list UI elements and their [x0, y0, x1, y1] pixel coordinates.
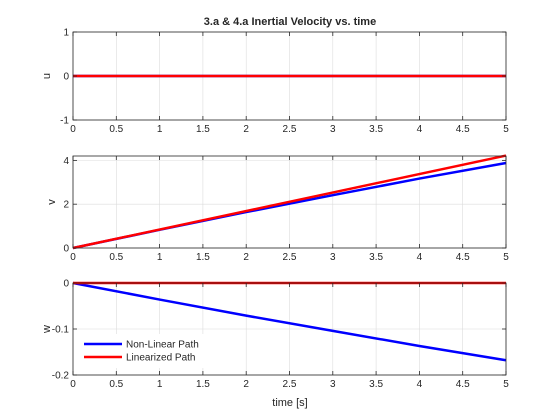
- y-axis-label: v: [46, 199, 58, 205]
- x-tick-label: 4.5: [456, 252, 470, 263]
- y-axis-label: w: [41, 325, 53, 334]
- y-tick-label: 0: [63, 72, 69, 83]
- y-tick-label: 0: [63, 244, 69, 255]
- x-tick-label: 4: [417, 252, 423, 263]
- legend-label: Non-Linear Path: [126, 340, 199, 351]
- x-tick-label: 2: [243, 252, 249, 263]
- x-tick-label: 0: [70, 124, 76, 135]
- x-tick-label: 1.5: [196, 124, 210, 135]
- x-tick-label: 0.5: [109, 379, 123, 390]
- x-axis-label: time [s]: [272, 397, 307, 409]
- x-tick-label: 0.5: [109, 252, 123, 263]
- x-tick-label: 3: [330, 379, 336, 390]
- x-tick-label: 1.5: [196, 379, 210, 390]
- y-tick-label: 0: [63, 279, 69, 290]
- y-tick-label: -0.2: [52, 371, 70, 382]
- x-tick-label: 3.5: [369, 124, 383, 135]
- x-tick-label: 3.5: [369, 379, 383, 390]
- x-tick-label: 0: [70, 379, 76, 390]
- y-tick-label: 2: [63, 200, 69, 211]
- x-tick-label: 5: [503, 252, 509, 263]
- x-tick-label: 2.5: [283, 124, 297, 135]
- y-axis-label: u: [41, 73, 53, 79]
- x-tick-label: 4.5: [456, 379, 470, 390]
- series-linearized-path: [72, 154, 507, 250]
- legend-box: [78, 334, 228, 368]
- x-tick-label: 5: [503, 124, 509, 135]
- x-tick-label: 2: [243, 124, 249, 135]
- y-tick-label: -1: [60, 116, 69, 127]
- x-tick-label: 1: [157, 252, 163, 263]
- figure-title: 3.a & 4.a Inertial Velocity vs. time: [204, 16, 376, 28]
- x-tick-label: 1: [157, 124, 163, 135]
- x-tick-label: 4.5: [456, 124, 470, 135]
- x-tick-label: 0: [70, 252, 76, 263]
- y-tick-label: 4: [63, 156, 69, 167]
- series-non-linear-path: [72, 281, 507, 362]
- legend-label: Linearized Path: [126, 353, 196, 364]
- x-tick-label: 4: [417, 124, 423, 135]
- x-tick-label: 0.5: [109, 124, 123, 135]
- x-tick-label: 2.5: [283, 252, 297, 263]
- x-tick-label: 3.5: [369, 252, 383, 263]
- x-tick-label: 3: [330, 124, 336, 135]
- subplot-2: 0 0.5 1 1.5 2 2.5 3 3.5 4 4.5 5 0 2 4 v: [46, 154, 509, 263]
- x-tick-label: 1.5: [196, 252, 210, 263]
- x-tick-label: 3: [330, 252, 336, 263]
- x-tick-label: 1: [157, 379, 163, 390]
- legend: Non-Linear Path Linearized Path: [78, 334, 228, 368]
- x-tick-label: 5: [503, 379, 509, 390]
- y-tick-label: -0.1: [52, 325, 70, 336]
- y-tick-label: 1: [63, 28, 69, 39]
- x-tick-label: 4: [417, 379, 423, 390]
- x-tick-label: 2.5: [283, 379, 297, 390]
- x-tick-label: 2: [243, 379, 249, 390]
